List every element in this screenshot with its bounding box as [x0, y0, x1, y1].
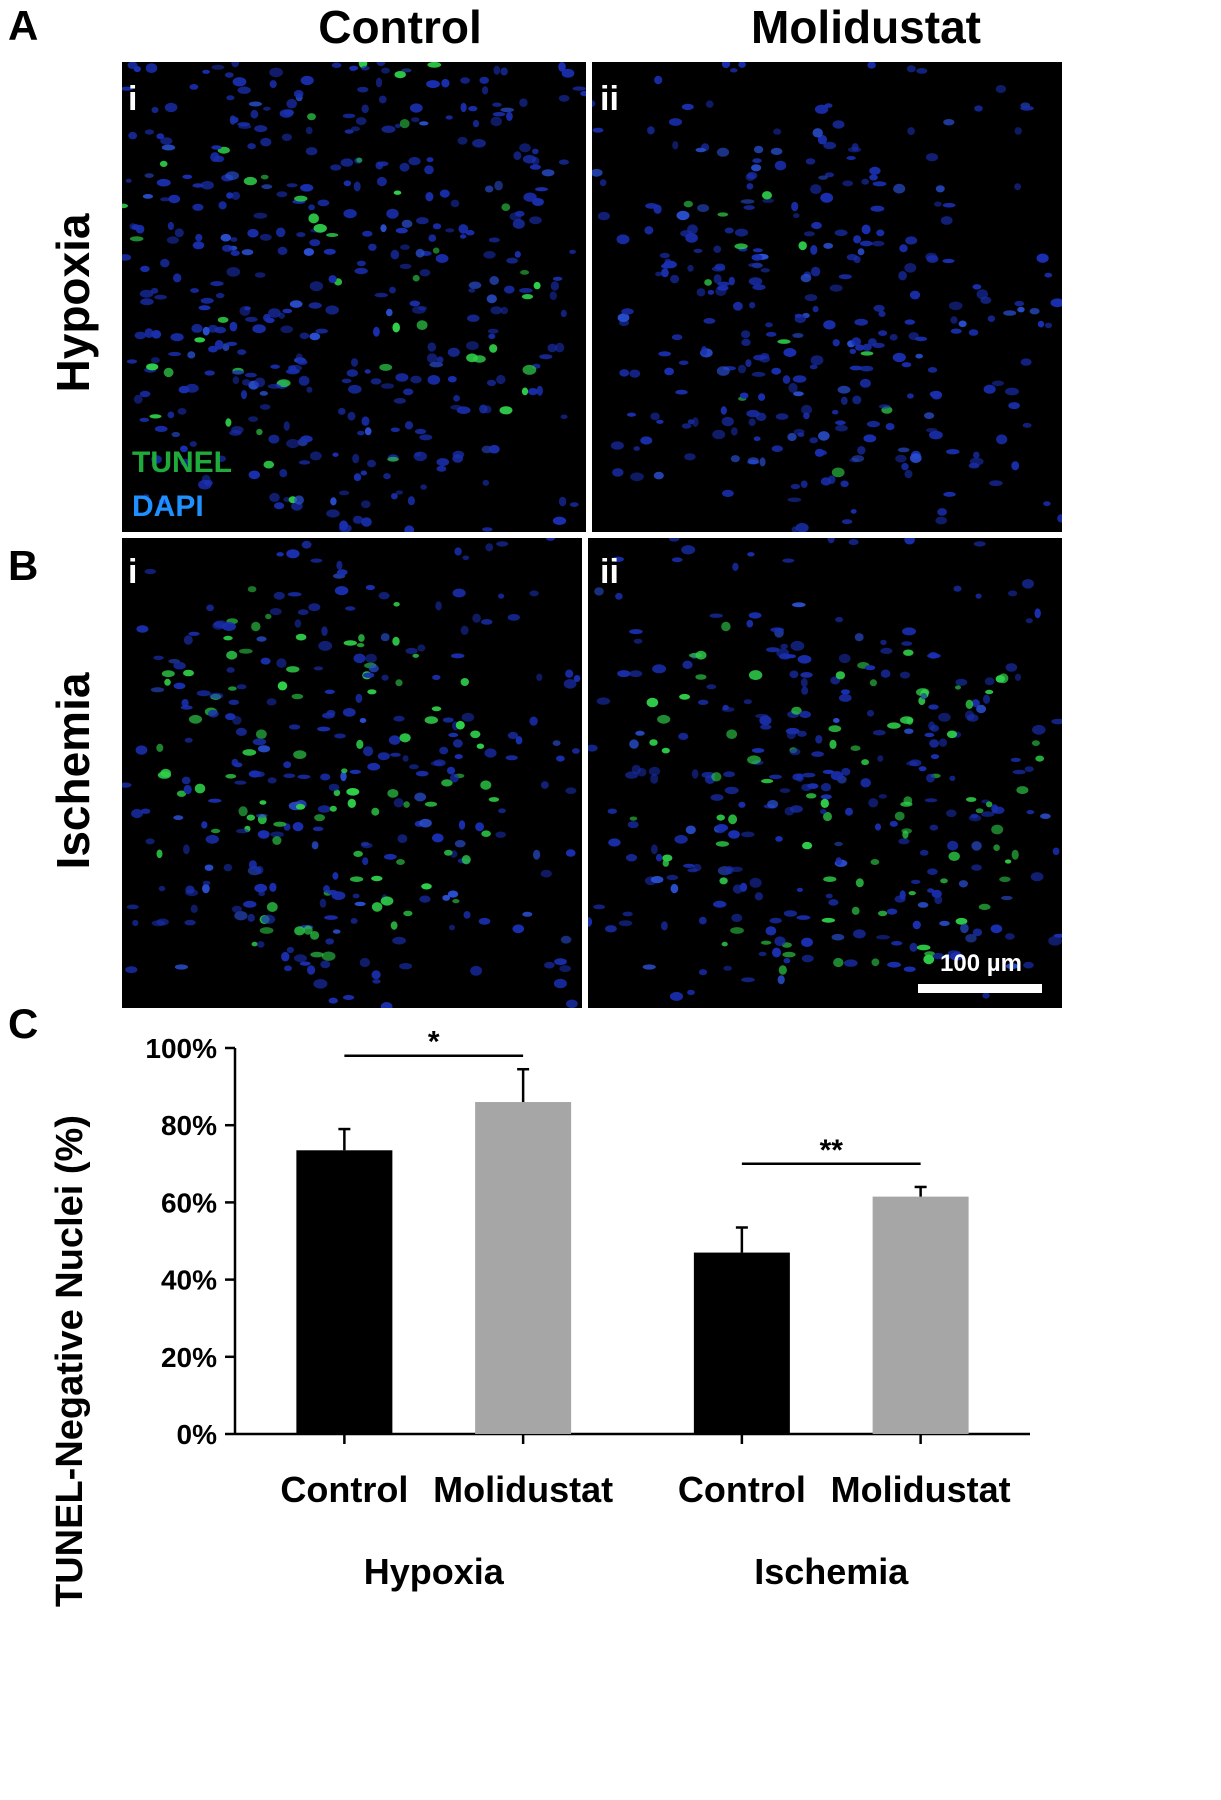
column-header-molidustat: Molidustat	[751, 1, 981, 53]
column-header-control: Control	[318, 1, 482, 53]
significance-label: **	[820, 1134, 844, 1167]
y-axis-label: TUNEL-Negative Nuclei (%)	[49, 1115, 91, 1607]
bar-chart: TUNEL-Negative Nuclei (%) 0% 20% 40% 60% 80% 1…	[49, 1026, 1030, 1607]
y-tick-label: 20%	[161, 1342, 217, 1373]
micrograph-hypoxia-control	[122, 62, 586, 532]
panel-letter-b: B	[8, 542, 39, 589]
y-tick-label: 0%	[177, 1419, 218, 1450]
micrograph-ischemia-molidustat	[588, 538, 1062, 1008]
x-tick-label: Control	[678, 1469, 806, 1510]
micrograph-ischemia-control	[122, 538, 582, 1008]
legend-dapi: DAPI	[132, 490, 204, 523]
bar	[872, 1196, 969, 1434]
y-tick-label: 60%	[161, 1187, 217, 1218]
row-label-ischemia: Ischemia	[47, 672, 99, 870]
micrograph-hypoxia-molidustat	[592, 62, 1062, 532]
y-tick-label: 40%	[161, 1265, 217, 1296]
significance-label: *	[428, 1026, 440, 1059]
panel-letter-c: C	[8, 1000, 39, 1047]
image-tag-a-ii: ii	[600, 80, 619, 118]
group-label: Hypoxia	[364, 1551, 505, 1592]
x-tick-label: Molidustat	[433, 1469, 613, 1510]
x-tick-label: Control	[280, 1469, 408, 1510]
group-label: Ischemia	[754, 1551, 909, 1592]
legend-tunel: TUNEL	[132, 446, 232, 479]
image-tag-b-ii: ii	[600, 553, 619, 591]
y-tick-label: 100%	[145, 1033, 217, 1064]
scale-bar	[918, 984, 1042, 993]
row-label-hypoxia: Hypoxia	[47, 213, 99, 393]
bar	[296, 1150, 393, 1434]
panel-letter-a: A	[8, 2, 39, 49]
x-tick-label: Molidustat	[831, 1469, 1011, 1510]
y-tick-label: 80%	[161, 1110, 217, 1141]
bar	[693, 1252, 790, 1434]
image-tag-b-i: i	[128, 553, 138, 591]
scale-bar-label: 100 µm	[940, 950, 1022, 977]
image-tag-a-i: i	[128, 80, 138, 118]
bar	[475, 1102, 572, 1434]
